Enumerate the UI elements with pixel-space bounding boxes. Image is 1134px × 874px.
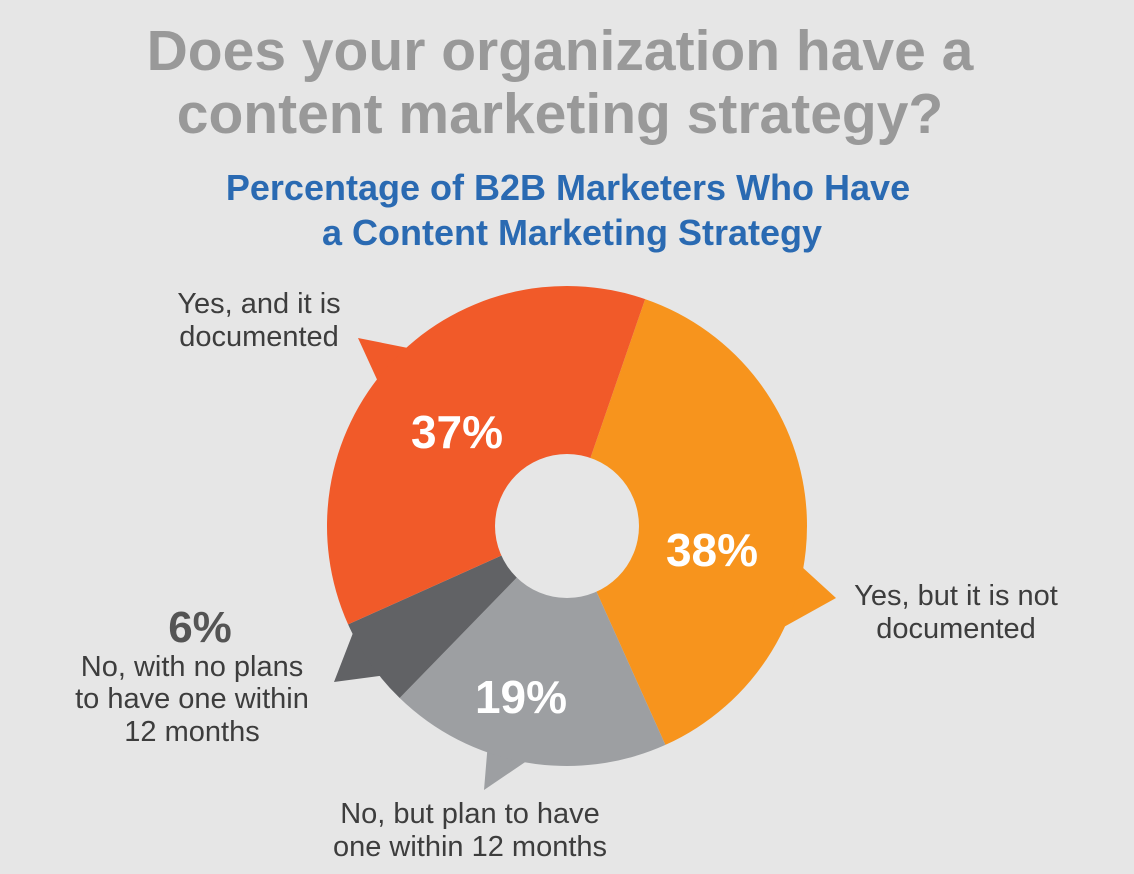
donut-slices — [326, 285, 808, 767]
slice-no-but-plan — [399, 526, 666, 767]
chart-title: Percentage of B2B Marketers Who Have a C… — [226, 167, 910, 253]
value-label-no-but-plan: 19% — [475, 671, 567, 723]
headline: Does your organization have a content ma… — [147, 19, 975, 146]
chart-title-line-2: a Content Marketing Strategy — [322, 212, 822, 253]
category-label-no-but-plan: No, but plan to have one within 12 month… — [333, 798, 607, 863]
donut-hole — [495, 454, 639, 598]
category-label-line: No, but plan to have — [340, 798, 600, 830]
category-label-line: documented — [179, 321, 339, 353]
value-label-no-plans: 6% — [168, 603, 232, 652]
donut-chart: 38% 19% 6% 37% — [168, 285, 836, 790]
slice-yes-not-documented — [567, 299, 808, 745]
value-label-yes-documented: 37% — [411, 406, 503, 458]
slice-yes-documented — [326, 285, 646, 625]
category-label-line: documented — [876, 613, 1036, 645]
chart-title-line-1: Percentage of B2B Marketers Who Have — [226, 167, 910, 208]
category-label-yes-documented: Yes, and it is documented — [177, 288, 340, 353]
category-label-line: No, with no plans — [81, 651, 303, 683]
category-labels: Yes, and it is documented Yes, but it is… — [75, 288, 1058, 863]
category-label-line: Yes, and it is — [177, 288, 340, 320]
category-label-line: Yes, but it is not — [854, 580, 1058, 612]
category-label-yes-not-documented: Yes, but it is not documented — [854, 580, 1058, 645]
category-label-no-plans: No, with no plans to have one within 12 … — [75, 651, 309, 748]
headline-line-2: content marketing strategy? — [177, 82, 944, 146]
headline-line-1: Does your organization have a — [147, 19, 975, 83]
value-label-yes-not-documented: 38% — [666, 524, 758, 576]
category-label-line: to have one within — [75, 683, 309, 715]
value-labels: 38% 19% 6% 37% — [168, 406, 758, 723]
category-label-line: 12 months — [124, 716, 259, 748]
category-label-line: one within 12 months — [333, 831, 607, 863]
